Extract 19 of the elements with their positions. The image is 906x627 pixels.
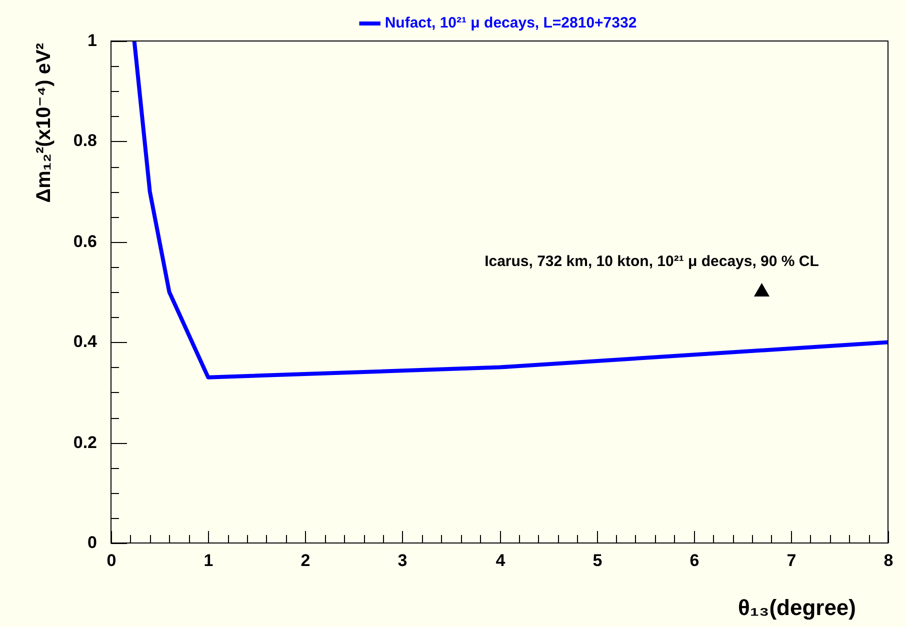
- x-tick-label: 0: [106, 551, 116, 570]
- x-tick-label: 3: [398, 551, 408, 570]
- y-axis-title: Δm₁₂²(x10⁻⁴) eV²: [33, 42, 55, 203]
- x-axis-title: θ₁₃(degree): [738, 595, 856, 620]
- x-tick-label: 1: [204, 551, 214, 570]
- x-tick-label: 2: [300, 551, 310, 570]
- x-tick-label: 8: [884, 551, 894, 570]
- x-tick-label: 7: [786, 551, 796, 570]
- x-tick-label: 6: [690, 551, 700, 570]
- y-tick-label: 0.8: [73, 131, 97, 150]
- x-tick-label: 4: [496, 551, 506, 570]
- text: Icarus, 732 km, 10 kton, 10²¹ μ decays, 90 % CL: [484, 253, 819, 270]
- legend-label: Nufact, 10²¹ μ decays, L=2810+7332: [384, 14, 637, 32]
- x-tick-label: 5: [592, 551, 602, 570]
- y-tick-label: 0.4: [73, 332, 98, 352]
- y-tick-label: 0: [88, 533, 97, 552]
- y-tick-label: 1: [88, 31, 97, 50]
- y-tick-label: 0.6: [73, 232, 97, 252]
- y-tick-label: 0.2: [73, 433, 97, 452]
